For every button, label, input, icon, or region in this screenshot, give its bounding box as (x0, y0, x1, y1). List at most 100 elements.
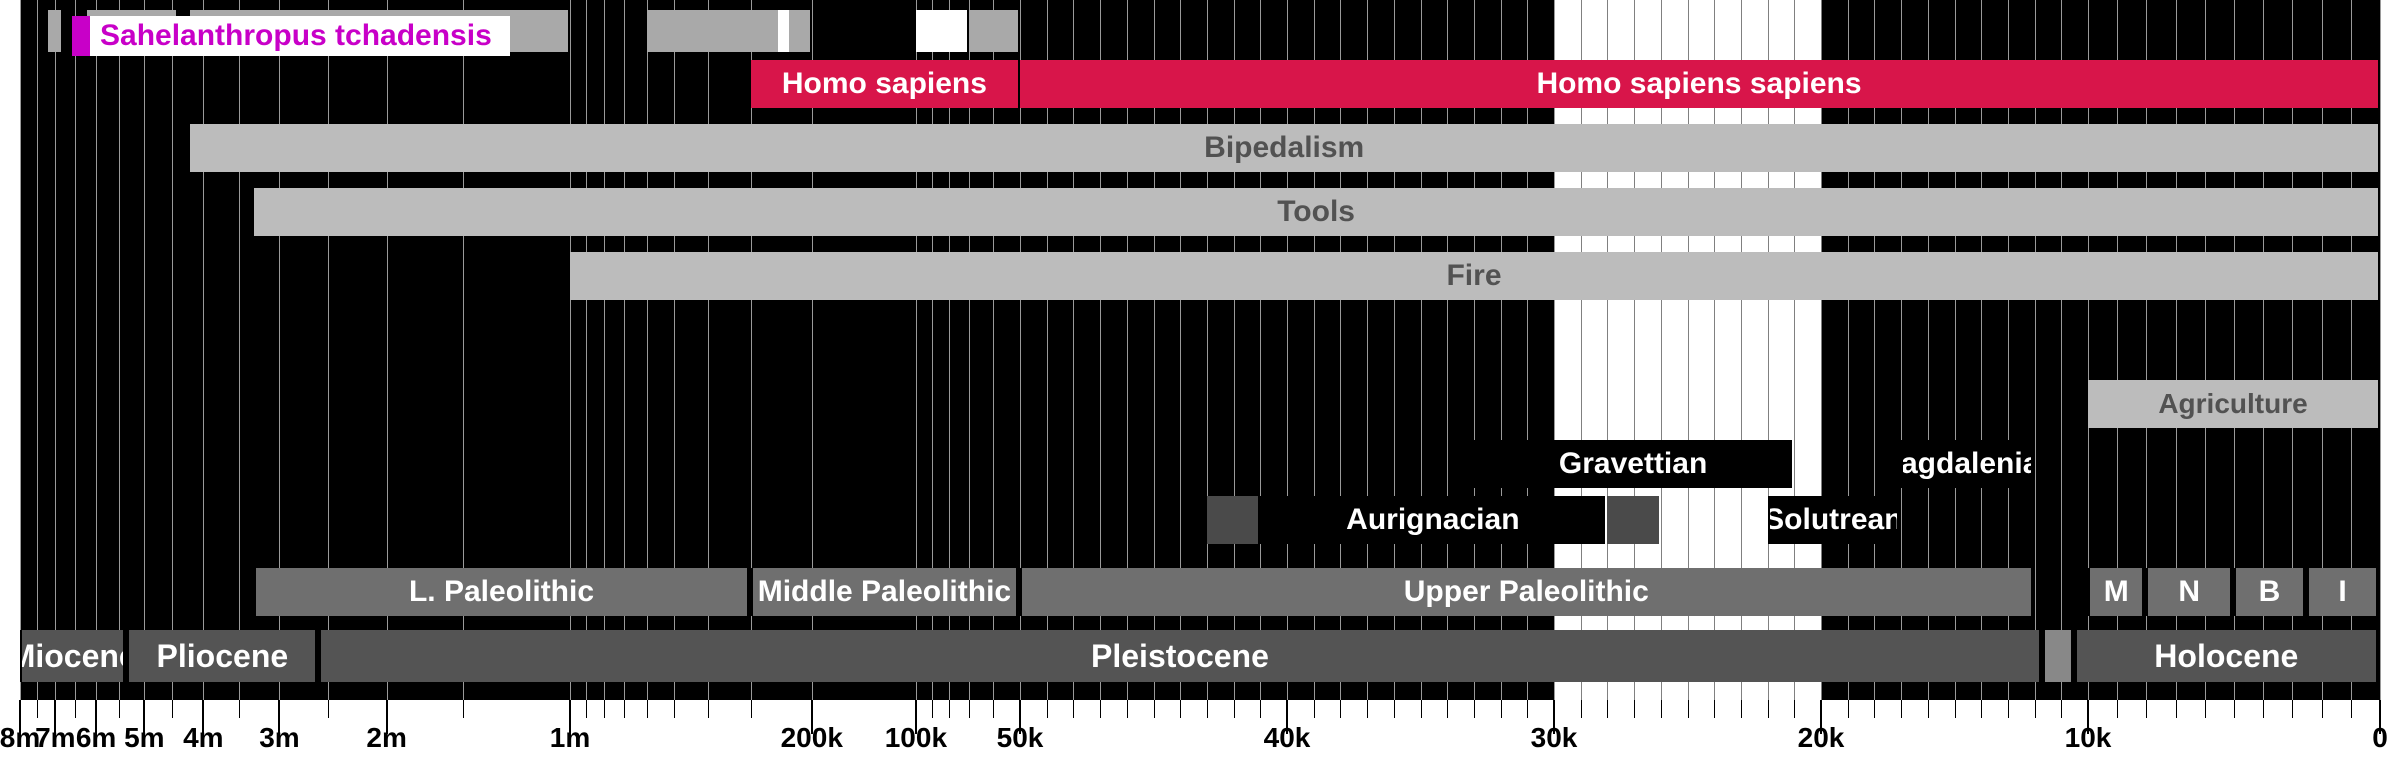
axis-tick-minor (1207, 700, 1208, 718)
axis-tick-minor (586, 700, 587, 718)
gridline (119, 0, 120, 700)
axis-tick-minor (37, 700, 38, 718)
axis-tick-minor (1100, 700, 1101, 718)
axis-tick-minor (1501, 700, 1502, 718)
axis-tick-minor (1394, 700, 1395, 718)
axis-tick-minor (1901, 700, 1902, 718)
timeline-bar: Upper Paleolithic (1020, 568, 2033, 616)
axis-tick-minor (2234, 700, 2235, 718)
axis-tick-minor (2061, 700, 2062, 718)
axis-tick-minor (1314, 700, 1315, 718)
axis-tick-minor (1234, 700, 1235, 718)
axis-tick-minor (1768, 700, 1769, 718)
axis-tick-minor (2351, 700, 2352, 718)
axis-tick-minor (2205, 700, 2206, 718)
timeline-bar: I (2307, 568, 2378, 616)
axis-tick-minor (932, 700, 933, 718)
axis-tick-minor (1955, 700, 1956, 718)
axis-tick-minor (1634, 700, 1635, 718)
timeline-bar (916, 10, 968, 52)
axis-tick-label: 2m (366, 722, 406, 754)
axis-tick-label: 0 (2372, 722, 2388, 754)
timeline-bar: L. Paleolithic (254, 568, 749, 616)
axis-tick-minor (1421, 700, 1422, 718)
gridline (144, 0, 145, 700)
highlight-label: Sahelanthropus tchadensis (100, 19, 492, 53)
axis-tick-minor (1367, 700, 1368, 718)
axis-tick-minor (751, 700, 752, 718)
axis-tick-minor (1073, 700, 1074, 718)
axis-tick-minor (1741, 700, 1742, 718)
axis-tick-minor (969, 700, 970, 718)
axis-tick-minor (1447, 700, 1448, 718)
axis-tick-label: 200k (781, 722, 843, 754)
axis-tick-minor (239, 700, 240, 718)
axis-tick-minor (1474, 700, 1475, 718)
axis-tick-minor (1928, 700, 1929, 718)
axis-tick-minor (1154, 700, 1155, 718)
axis-tick-label: 7m (35, 722, 75, 754)
axis-tick-minor (2292, 700, 2293, 718)
axis-tick-minor (2176, 700, 2177, 718)
axis-tick-minor (2263, 700, 2264, 718)
gridline (172, 0, 173, 700)
axis-tick-minor (2322, 700, 2323, 718)
timeline-bar: Magdalenian (1901, 440, 2033, 488)
axis-tick-minor (463, 700, 464, 718)
timeline-bar: Pleistocene (319, 630, 2040, 682)
axis-tick-minor (1340, 700, 1341, 718)
axis-tick-minor (674, 700, 675, 718)
axis-tick-minor (2035, 700, 2036, 718)
gridline (96, 0, 97, 700)
axis-tick-minor (708, 700, 709, 718)
axis-tick-label: 50k (997, 722, 1044, 754)
axis-tick-label: 40k (1264, 722, 1311, 754)
timeline-bar (1207, 496, 1258, 544)
axis-tick-minor (1714, 700, 1715, 718)
timeline-bar: Miocene (20, 630, 125, 682)
axis-tick-minor (647, 700, 648, 718)
axis-tick-minor (1581, 700, 1582, 718)
axis-tick-minor (1981, 700, 1982, 718)
axis-tick-minor (328, 700, 329, 718)
gridline (37, 0, 38, 700)
axis-tick-minor (1527, 700, 1528, 718)
timeline-bar: Homo sapiens (751, 60, 1018, 108)
timeline-bar: Holocene (2075, 630, 2378, 682)
axis-tick-minor (2117, 700, 2118, 718)
axis-tick-label: 5m (124, 722, 164, 754)
gridline (55, 0, 56, 700)
timeline-chart: 8m7m6m5m4m3m2m1m200k100k50k40k30k20k10k0… (0, 0, 2400, 773)
axis-tick-label: 30k (1531, 722, 1578, 754)
timeline-bar: Tools (254, 188, 2378, 236)
axis-tick-minor (1180, 700, 1181, 718)
axis-tick-minor (1260, 700, 1261, 718)
axis-tick-minor (1127, 700, 1128, 718)
timeline-bar: Fire (570, 252, 2378, 300)
axis-tick-minor (2008, 700, 2009, 718)
axis-tick-label: 3m (259, 722, 299, 754)
gridline (2380, 0, 2381, 700)
axis-tick-label: 10k (2065, 722, 2112, 754)
axis-tick-minor (993, 700, 994, 718)
timeline-bar (48, 10, 61, 52)
axis-tick-label: 6m (76, 722, 116, 754)
gridline (20, 0, 21, 700)
timeline-bar (2043, 630, 2073, 682)
axis-tick-minor (1794, 700, 1795, 718)
axis-tick-minor (172, 700, 173, 718)
axis-tick-minor (1047, 700, 1048, 718)
axis-tick-minor (1874, 700, 1875, 718)
timeline-bar (1607, 496, 1658, 544)
timeline-bar: Solutrean (1768, 496, 1900, 544)
timeline-bar: Homo sapiens sapiens (1020, 60, 2378, 108)
axis-tick-minor (624, 700, 625, 718)
axis-tick-minor (1661, 700, 1662, 718)
axis-tick-label: 1m (550, 722, 590, 754)
highlight-accent (72, 16, 90, 56)
axis-tick-label: 4m (183, 722, 223, 754)
timeline-bar (778, 10, 789, 52)
gridline (203, 0, 204, 700)
axis-tick-minor (1848, 700, 1849, 718)
axis-tick-minor (1688, 700, 1689, 718)
